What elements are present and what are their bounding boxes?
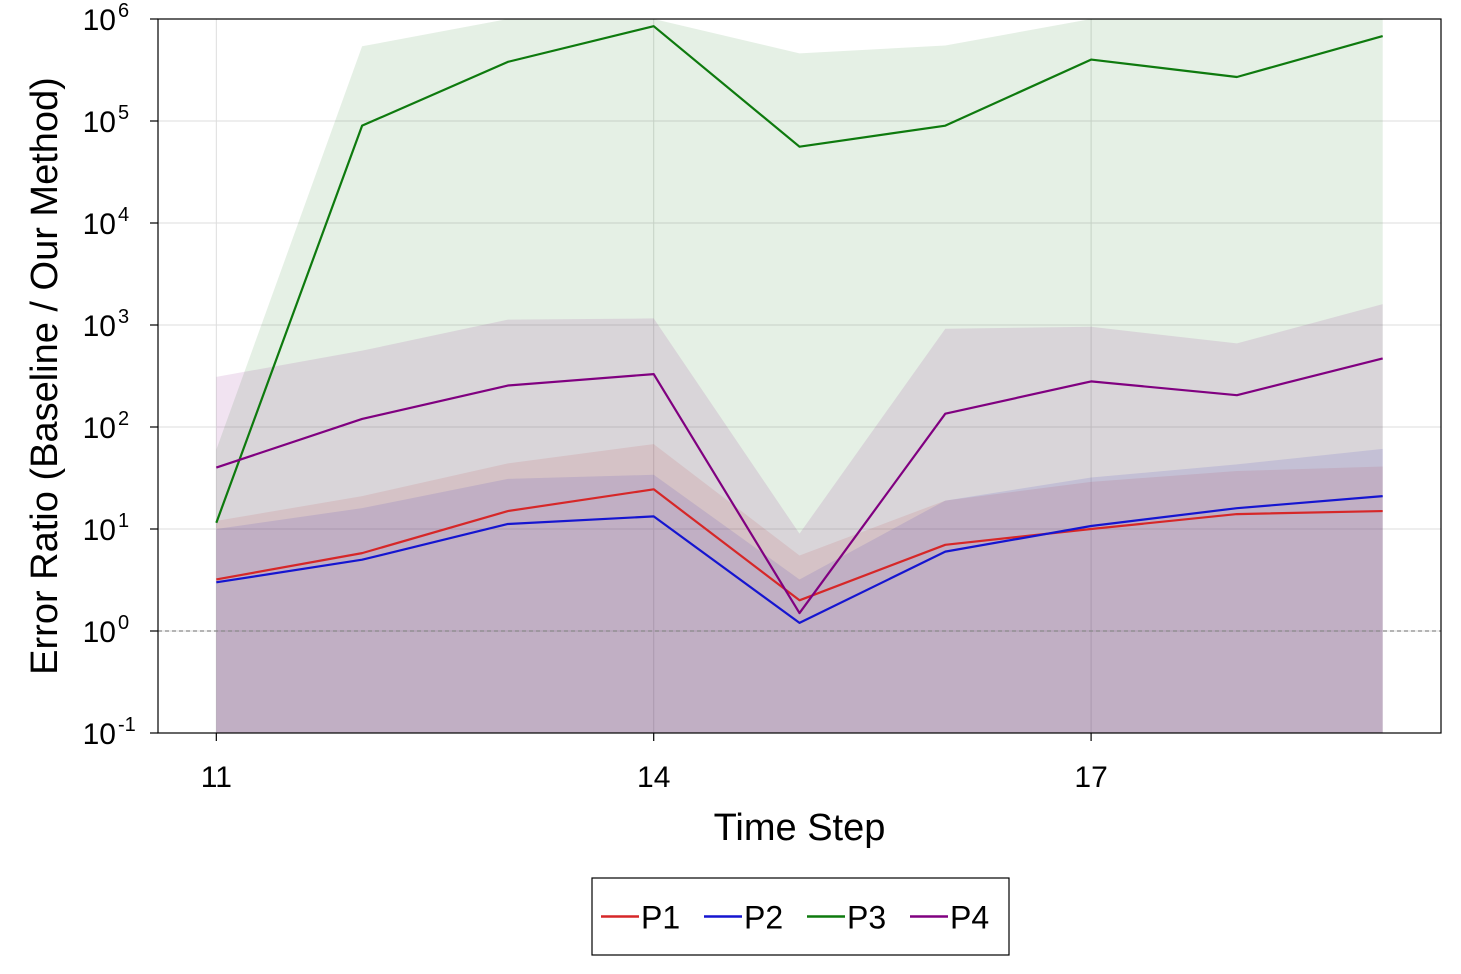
y-tick-label: 10 xyxy=(83,718,116,751)
confidence-bands xyxy=(216,19,1383,733)
y-tick-label: 10 xyxy=(83,616,116,649)
x-tick-label: 14 xyxy=(637,761,670,794)
x-tick-label: 11 xyxy=(201,761,232,794)
band-p3 xyxy=(216,19,1383,733)
y-tick-exponent: 3 xyxy=(118,306,129,328)
y-tick-label: 10 xyxy=(83,208,116,241)
y-tick-label: 10 xyxy=(83,310,116,343)
x-tick-label: 17 xyxy=(1074,761,1107,794)
y-tick-exponent: 0 xyxy=(118,612,129,634)
band-p4 xyxy=(216,304,1383,733)
y-tick-exponent: 6 xyxy=(118,0,129,22)
legend: P1 P2 P3 P4 xyxy=(591,877,1010,956)
y-tick-exponent: 5 xyxy=(118,102,129,124)
plot-frame xyxy=(157,18,1442,734)
legend-label-p4: P4 xyxy=(950,900,989,936)
legend-label-p1: P1 xyxy=(641,900,680,936)
x-axis-title: Time Step xyxy=(714,807,886,849)
y-tick-exponent: -1 xyxy=(118,714,136,736)
y-axis-title: Error Ratio (Baseline / Our Method) xyxy=(24,77,66,675)
y-tick-label: 10 xyxy=(83,106,116,139)
legend-label-p2: P2 xyxy=(744,900,783,936)
y-tick-label: 10 xyxy=(83,412,116,445)
y-tick-exponent: 2 xyxy=(118,408,129,430)
y-tick-label: 10 xyxy=(83,4,116,37)
band-p1 xyxy=(216,444,1383,733)
y-tick-exponent: 1 xyxy=(118,510,129,532)
y-tick-label: 10 xyxy=(83,514,116,547)
y-tick-exponent: 4 xyxy=(118,204,129,226)
legend-label-p3: P3 xyxy=(847,900,886,936)
band-p2 xyxy=(216,448,1383,733)
series-lines xyxy=(215,25,1383,625)
